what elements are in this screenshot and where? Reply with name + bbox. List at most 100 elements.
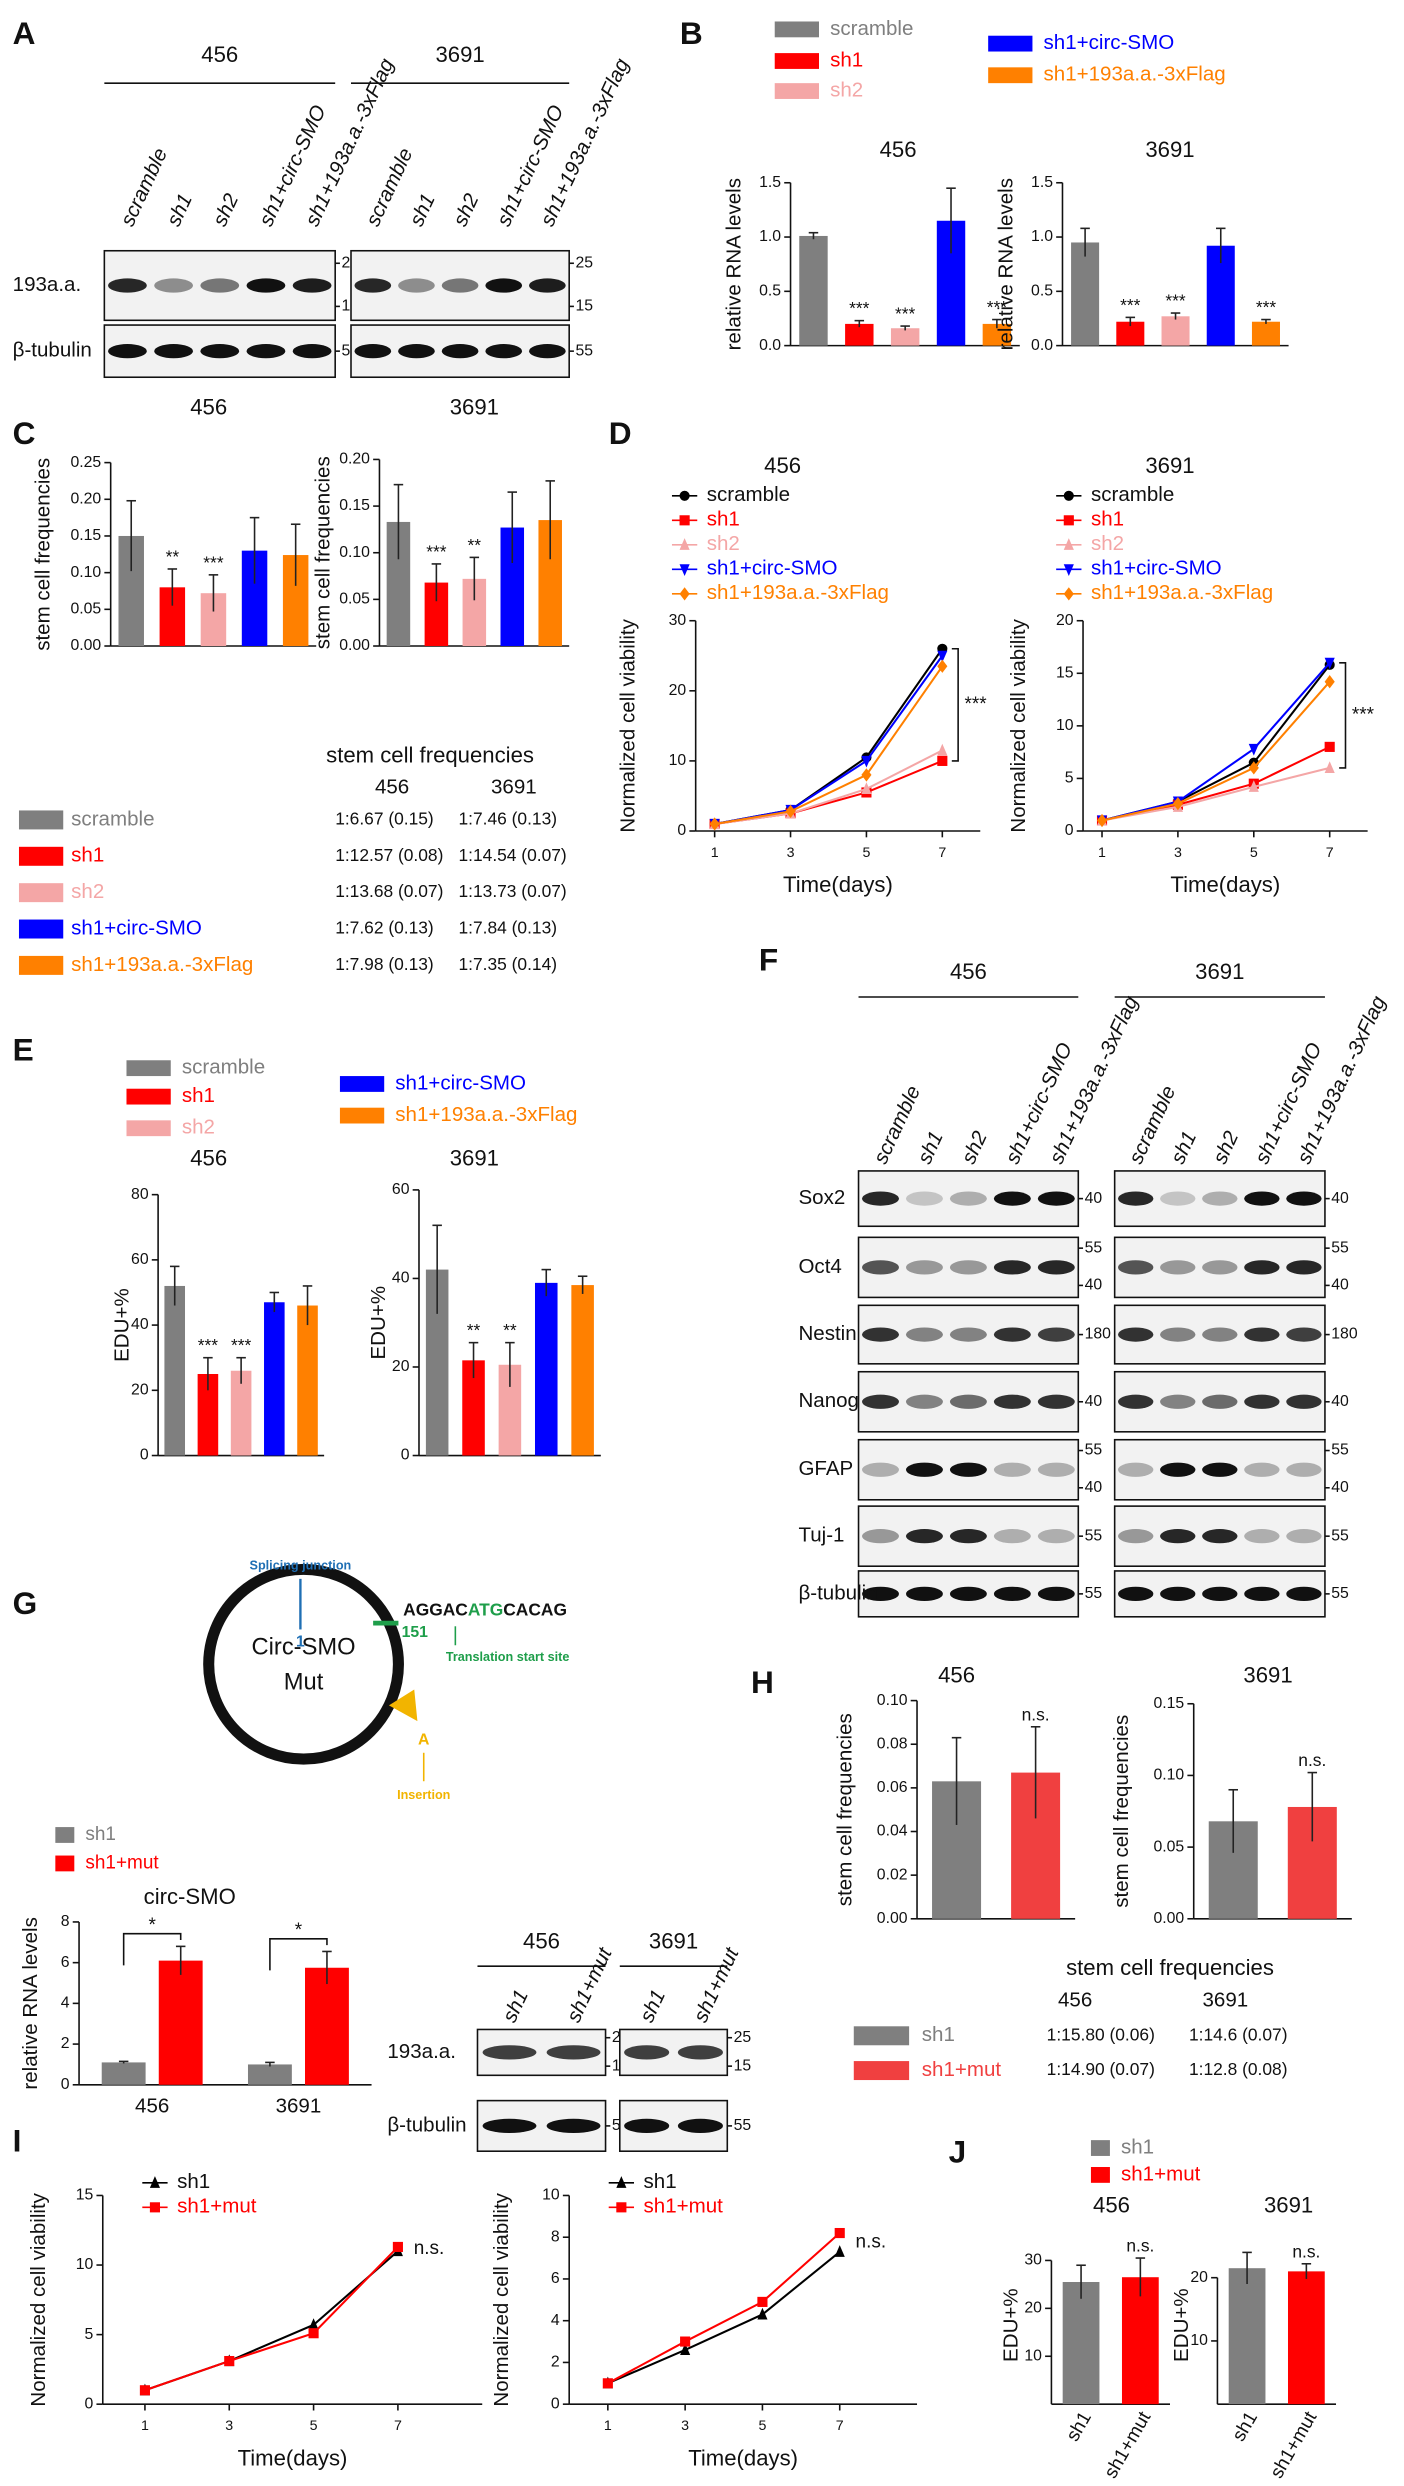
- lane-label: sh2: [1208, 1127, 1243, 1167]
- y-tick-label: 40: [131, 1316, 149, 1333]
- marker: [224, 2355, 235, 2367]
- marker-label: 55: [1331, 1585, 1349, 1602]
- bar: [424, 582, 449, 647]
- table-cell: 1:7.46 (0.13): [459, 809, 558, 829]
- table-cell: 1:15.80 (0.06): [1047, 2024, 1155, 2044]
- y-axis-label: relative RNA levels: [19, 1917, 42, 2089]
- chart-title: 3691: [1264, 2192, 1313, 2217]
- band: [1160, 1260, 1196, 1275]
- circ-name: Circ-SMO: [252, 1635, 356, 1661]
- y-axis-label: Normalized cell viability: [27, 2192, 50, 2406]
- y-tick-label: 1.5: [1031, 174, 1053, 191]
- band: [398, 278, 435, 293]
- marker-label: 40: [1331, 1393, 1349, 1410]
- marker: [1063, 490, 1074, 501]
- panel-label: J: [949, 2134, 967, 2170]
- line: [714, 648, 944, 826]
- y-tick-label: 0.20: [339, 451, 370, 468]
- y-tick-label: 0.05: [339, 591, 370, 608]
- marker: [861, 755, 872, 768]
- blot-row-label: β-tubulin: [387, 2113, 466, 2136]
- band: [1202, 1394, 1238, 1409]
- marker-label: 40: [1085, 1479, 1103, 1496]
- band: [246, 344, 286, 359]
- legend-swatch: [55, 1827, 75, 1843]
- y-axis-label: Normalized cell viability: [490, 2192, 513, 2406]
- lane-label: sh1: [498, 1986, 533, 2026]
- bar: [164, 1285, 186, 1456]
- bar: [571, 1285, 594, 1456]
- seq-left: AGGAC: [403, 1599, 468, 1619]
- band: [292, 278, 332, 293]
- line: [144, 2246, 399, 2392]
- table-cell: 1:13.68 (0.07): [335, 881, 443, 901]
- band: [485, 344, 523, 359]
- marker: [679, 490, 690, 501]
- band: [949, 1327, 987, 1342]
- band: [993, 1394, 1031, 1409]
- line: [1101, 681, 1331, 822]
- band: [1118, 1191, 1154, 1206]
- annotation: ***: [1352, 704, 1375, 725]
- marker-label: 25: [734, 2029, 752, 2046]
- blot-group: 456: [523, 1928, 560, 1953]
- legend-swatch: [988, 35, 1033, 52]
- y-tick-label: 0.00: [877, 1910, 908, 1927]
- lane-label: sh1: [913, 1128, 948, 1168]
- y-tick-label: 1.0: [1031, 228, 1053, 245]
- table-row-name: sh1: [71, 844, 104, 867]
- band: [1118, 1462, 1154, 1477]
- blot-row-label: Nanog: [798, 1389, 859, 1412]
- circ-variant: Mut: [284, 1669, 324, 1695]
- y-tick-label: 10: [1056, 717, 1074, 734]
- chart-title: 3691: [1243, 1663, 1292, 1688]
- band: [949, 1260, 987, 1275]
- band: [677, 2045, 723, 2060]
- y-tick-label: 6: [61, 1954, 70, 1971]
- x-axis-label: Time(days): [1170, 872, 1280, 897]
- y-tick-label: 1.5: [759, 174, 781, 191]
- band: [546, 2118, 601, 2134]
- legend-swatch: [1090, 2140, 1110, 2156]
- marker: [139, 2385, 150, 2396]
- band: [862, 1394, 899, 1409]
- y-tick-label: 80: [131, 1186, 149, 1203]
- band: [1118, 1260, 1154, 1275]
- y-axis-label: stem cell frequencies: [312, 456, 335, 649]
- marker-label: 55: [576, 342, 594, 359]
- table-cell: 1:7.62 (0.13): [335, 918, 434, 938]
- marker: [680, 2343, 691, 2355]
- band: [1202, 1462, 1238, 1477]
- bar: [247, 2064, 292, 2085]
- band: [485, 278, 523, 293]
- table-column: 3691: [491, 776, 537, 799]
- x-tick-label: sh1: [1229, 2408, 1262, 2445]
- x-tick-label: 5: [758, 2418, 766, 2434]
- band: [1037, 1327, 1075, 1342]
- band: [1286, 1586, 1322, 1601]
- bar: [845, 323, 874, 346]
- y-tick-label: 0.10: [70, 564, 101, 581]
- marker: [757, 2307, 768, 2320]
- band: [905, 1529, 943, 1544]
- legend-swatch: [339, 1076, 385, 1092]
- band: [993, 1327, 1031, 1342]
- line: [144, 2250, 399, 2392]
- line: [714, 749, 943, 826]
- marker: [834, 2227, 845, 2239]
- y-tick-label: 30: [1024, 2252, 1042, 2269]
- table-cell: 1:14.6 (0.07): [1189, 2024, 1288, 2044]
- annotation: ***: [1256, 297, 1277, 317]
- bar: [386, 521, 411, 647]
- y-tick-label: 0.10: [877, 1692, 908, 1709]
- bar: [101, 2062, 146, 2085]
- band: [154, 278, 193, 293]
- legend-label: sh1: [85, 1824, 116, 1845]
- blot-row-label: GFAP: [798, 1457, 853, 1480]
- annotation: n.s.: [1022, 1704, 1050, 1724]
- legend-label: sh1+193a.a.-3xFlag: [395, 1103, 577, 1126]
- band: [1202, 1327, 1238, 1342]
- band: [677, 2118, 723, 2134]
- bar: [1121, 2277, 1159, 2405]
- band: [624, 2118, 670, 2134]
